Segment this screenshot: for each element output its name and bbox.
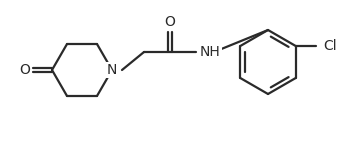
Text: Cl: Cl [324, 39, 337, 53]
Text: N: N [107, 63, 117, 77]
Text: O: O [20, 63, 30, 77]
Text: O: O [165, 15, 175, 29]
Text: NH: NH [200, 45, 221, 59]
